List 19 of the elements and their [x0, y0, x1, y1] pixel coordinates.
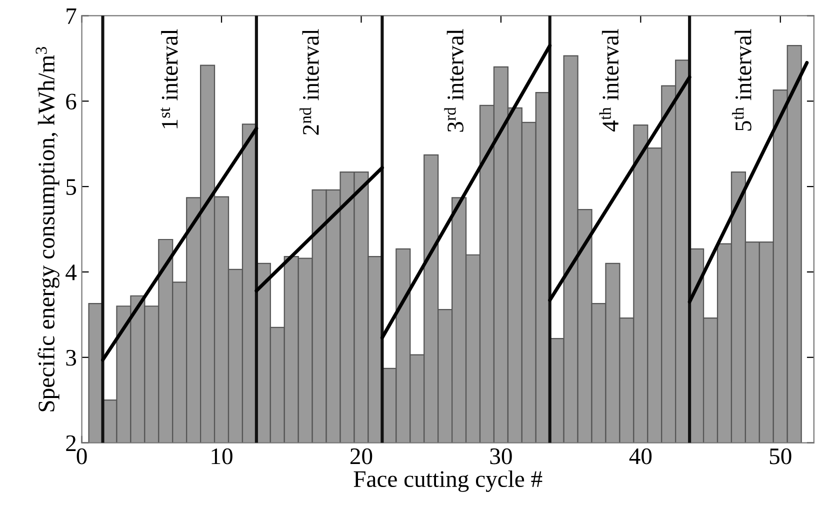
x-tick-label: 50	[770, 448, 792, 464]
y-tick-label: 6	[66, 94, 76, 110]
y-tick-label: 4	[66, 264, 77, 280]
annotation: 5$^{th}$ interval	[732, 29, 752, 131]
x-tick-label: 40	[629, 448, 652, 464]
y-axis-title: Specific energy consumption, kWh/m$^{3}$	[36, 47, 60, 412]
x-tick-label: 30	[490, 448, 512, 464]
x-axis-title: Face cutting cycle #	[354, 470, 542, 492]
x-tick-label: 20	[350, 448, 372, 464]
annotation: 2$^{nd}$ interval	[300, 29, 319, 135]
y-tick-label: 2	[66, 435, 76, 451]
y-tick-label: 3	[66, 350, 76, 366]
annotation: 3$^{rd}$ interval	[444, 29, 464, 132]
y-tick-label: 7	[66, 8, 76, 24]
annotation: 4$^{th}$ interval	[599, 29, 619, 132]
y-tick-label: 5	[66, 179, 76, 195]
annotation: 1$^{st}$ interval	[160, 29, 178, 128]
x-tick-label: 10	[212, 448, 232, 464]
x-tick-label: 0	[76, 448, 87, 464]
